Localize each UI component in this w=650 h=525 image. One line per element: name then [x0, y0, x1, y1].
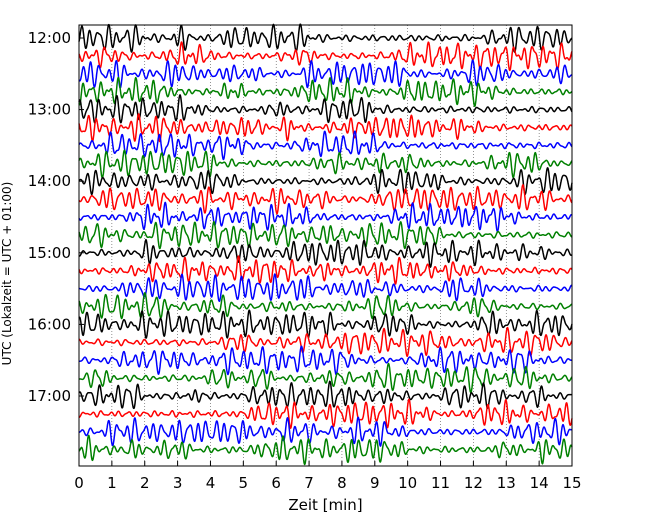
x-tick-label: 5 [239, 474, 249, 492]
trace-1615 [78, 326, 573, 358]
x-tick-label: 11 [431, 474, 450, 492]
x-tick-label: 2 [140, 474, 150, 492]
y-tick-label: 17:00 [28, 387, 71, 405]
x-tick-label: 15 [562, 474, 581, 492]
trace-1600 [78, 309, 573, 339]
trace-1200 [78, 23, 573, 53]
trace-1645 [78, 362, 573, 394]
y-tick-label: 16:00 [28, 315, 71, 333]
x-axis-label: Zeit [min] [288, 496, 362, 514]
trace-1700 [78, 380, 573, 410]
y-tick-label: 15:00 [28, 244, 71, 262]
x-tick-label: 7 [304, 474, 314, 492]
x-tick-label: 3 [173, 474, 183, 492]
plot-frame [78, 24, 573, 467]
trace-1530 [78, 273, 573, 302]
trace-1545 [78, 292, 573, 320]
y-tick-label: 13:00 [28, 101, 71, 119]
x-tick-label: 6 [271, 474, 281, 492]
trace-1300 [78, 94, 573, 124]
trace-1445 [78, 220, 573, 250]
x-tick-label: 8 [337, 474, 347, 492]
x-tick-label: 0 [74, 474, 84, 492]
y-tick-label: 12:00 [28, 29, 71, 47]
x-tick-label: 13 [497, 474, 516, 492]
trace-1745 [78, 434, 573, 466]
trace-1345 [78, 149, 573, 179]
x-tick-label: 14 [530, 474, 549, 492]
trace-1315 [78, 113, 573, 143]
x-tick-label: 1 [107, 474, 117, 492]
trace-1515 [78, 255, 573, 285]
trace-1415 [78, 184, 573, 215]
trace-1430 [78, 201, 573, 233]
trace-1730 [78, 416, 573, 447]
trace-1400 [78, 167, 573, 196]
trace-1500 [78, 238, 573, 268]
trace-1630 [78, 345, 573, 376]
y-axis: 12:00 13:00 14:00 15:00 16:00 17:00 [28, 29, 84, 405]
x-tick-label: 10 [398, 474, 417, 492]
trace-1230 [78, 59, 573, 89]
x-tick-label: 4 [206, 474, 216, 492]
trace-1330 [78, 130, 573, 161]
y-axis-label: UTC (Lokalzeit = UTC + 01:00) [0, 182, 14, 366]
trace-1215 [78, 41, 573, 72]
seismogram-traces [78, 23, 573, 466]
trace-1715 [78, 398, 573, 430]
x-axis: 0 1 2 3 4 5 6 7 8 9 10 11 12 13 14 15 [74, 461, 582, 492]
x-tick-label: 9 [370, 474, 380, 492]
y-tick-label: 14:00 [28, 172, 71, 190]
x-tick-label: 12 [464, 474, 483, 492]
